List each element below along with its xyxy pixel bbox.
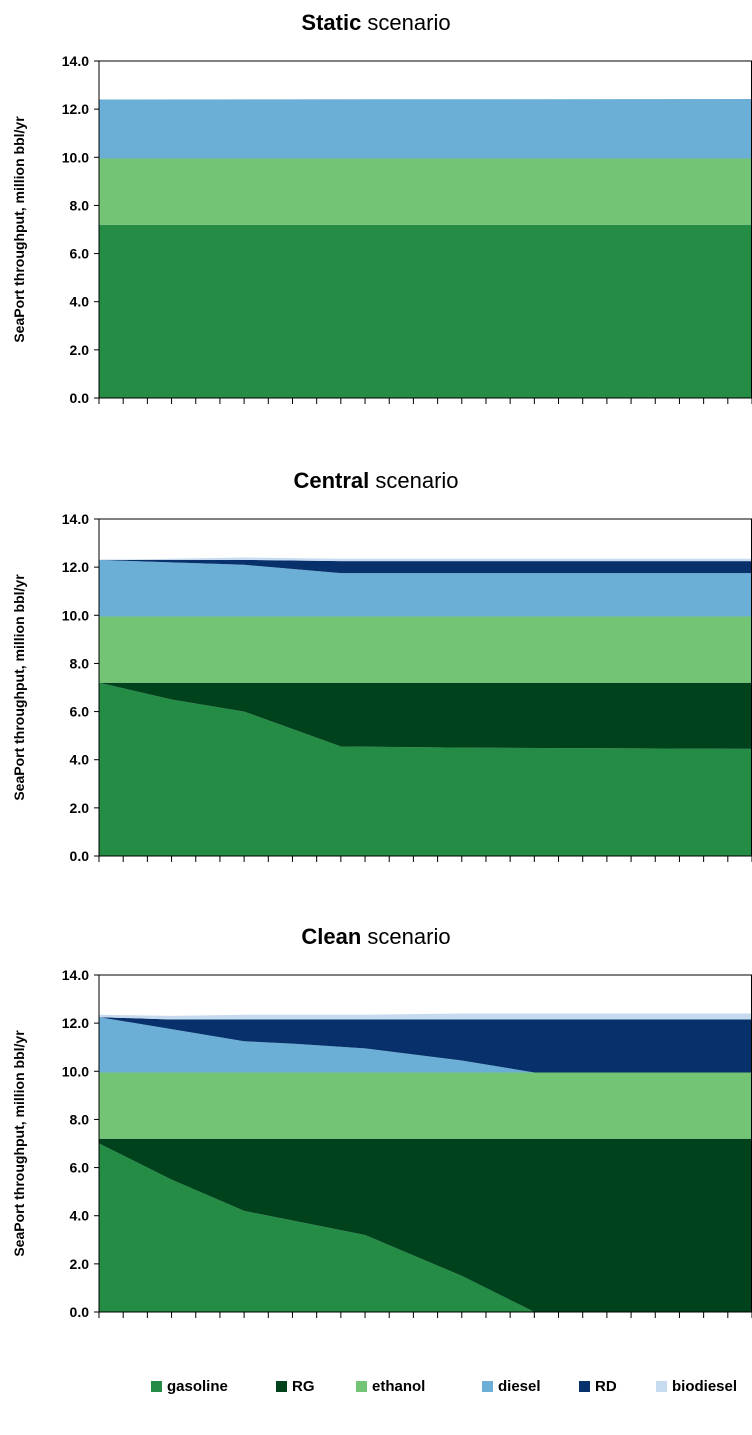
area-biodiesel bbox=[99, 557, 752, 562]
chart-title-rest: scenario bbox=[361, 10, 450, 35]
area-ethanol bbox=[99, 158, 752, 225]
legend-label: RG bbox=[292, 1378, 315, 1395]
chart-title: Clean scenario bbox=[301, 924, 450, 949]
legend-label: RD bbox=[595, 1378, 617, 1395]
area-diesel bbox=[99, 1017, 752, 1073]
area-RD bbox=[99, 1017, 752, 1073]
y-axis-label: SeaPort throughput, million bbl/yr bbox=[11, 116, 27, 343]
legend-label: biodiesel bbox=[672, 1378, 738, 1395]
y-axis-label: SeaPort throughput, million bbl/yr bbox=[11, 574, 27, 801]
y-tick-label: 12.0 bbox=[62, 101, 89, 117]
y-tick-label: 2.0 bbox=[70, 342, 90, 358]
y-tick-label: 14.0 bbox=[62, 967, 89, 983]
legend-item-rg: RG bbox=[276, 1378, 315, 1395]
y-tick-label: 0.0 bbox=[70, 1304, 90, 1320]
area-diesel bbox=[99, 559, 752, 617]
chart-title-rest: scenario bbox=[369, 468, 458, 493]
y-tick-label: 0.0 bbox=[70, 390, 90, 406]
chart-title-bold: Central bbox=[293, 468, 369, 493]
chart-central: Central scenario 0.0 2.0 4.0 6.0 8.0 10.0 12.0 1… bbox=[11, 468, 752, 864]
area-RG bbox=[99, 1138, 752, 1312]
y-tick-label: 4.0 bbox=[70, 294, 90, 310]
y-tick-label: 6.0 bbox=[70, 246, 90, 262]
chart-title-bold: Clean bbox=[301, 924, 361, 949]
area-biodiesel bbox=[99, 1013, 752, 1020]
area-gasoline bbox=[99, 682, 752, 856]
area-gasoline bbox=[99, 1143, 752, 1312]
y-tick-label: 6.0 bbox=[70, 704, 90, 720]
y-tick-label: 12.0 bbox=[62, 1015, 89, 1031]
legend-swatch bbox=[356, 1381, 367, 1392]
y-tick-label: 8.0 bbox=[70, 1111, 90, 1127]
legend-swatch bbox=[482, 1381, 493, 1392]
chart-title-rest: scenario bbox=[361, 924, 450, 949]
area-diesel bbox=[99, 99, 752, 159]
chart-title-bold: Static bbox=[301, 10, 361, 35]
y-tick-label: 6.0 bbox=[70, 1160, 90, 1176]
area-RG bbox=[99, 682, 752, 749]
legend-label: ethanol bbox=[372, 1378, 426, 1395]
y-tick-label: 2.0 bbox=[70, 1256, 90, 1272]
legend-swatch bbox=[579, 1381, 590, 1392]
y-tick-label: 12.0 bbox=[62, 559, 89, 575]
chart-clean: Clean scenario 0.0 2.0 4.0 6.0 8.0 10.0 12.0 14.… bbox=[11, 924, 752, 1320]
y-tick-label: 8.0 bbox=[70, 655, 90, 671]
legend-item-diesel: diesel bbox=[482, 1378, 541, 1395]
y-tick-label: 14.0 bbox=[62, 53, 89, 69]
y-tick-label: 10.0 bbox=[62, 149, 89, 165]
area-ethanol bbox=[99, 1072, 752, 1139]
y-tick-label: 4.0 bbox=[70, 752, 90, 768]
legend-label: gasoline bbox=[167, 1378, 228, 1395]
area-RD bbox=[99, 559, 752, 574]
chart-title: Static scenario bbox=[301, 10, 450, 35]
legend: gasoline RG ethanol diesel RD biodiesel bbox=[0, 1378, 752, 1408]
legend-item-rd: RD bbox=[579, 1378, 617, 1395]
area-ethanol bbox=[99, 616, 752, 683]
y-tick-label: 2.0 bbox=[70, 800, 90, 816]
y-tick-label: 8.0 bbox=[70, 197, 90, 213]
y-axis-label: SeaPort throughput, million bbl/yr bbox=[11, 1030, 27, 1257]
legend-label: diesel bbox=[498, 1378, 541, 1395]
legend-item-ethanol: ethanol bbox=[356, 1378, 425, 1395]
chart-title: Central scenario bbox=[293, 468, 458, 493]
area-gasoline bbox=[99, 224, 752, 398]
legend-item-gasoline: gasoline bbox=[151, 1378, 228, 1395]
y-tick-label: 0.0 bbox=[70, 848, 90, 864]
y-tick-label: 10.0 bbox=[62, 1063, 89, 1079]
y-tick-label: 14.0 bbox=[62, 511, 89, 527]
legend-swatch bbox=[656, 1381, 667, 1392]
y-tick-label: 10.0 bbox=[62, 607, 89, 623]
chart-static: Static scenario 0.0 2.0 4.0 6.0 8.0 10.0 12.0 14… bbox=[11, 10, 752, 406]
legend-swatch bbox=[151, 1381, 162, 1392]
legend-swatch bbox=[276, 1381, 287, 1392]
charts-svg: Static scenario 0.0 2.0 4.0 6.0 8.0 10.0 12.0 14… bbox=[11, 10, 752, 1320]
legend-item-biodiesel: biodiesel bbox=[656, 1378, 737, 1395]
y-tick-label: 4.0 bbox=[70, 1208, 90, 1224]
